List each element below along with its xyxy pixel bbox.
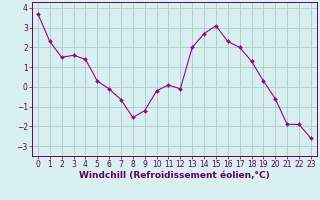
X-axis label: Windchill (Refroidissement éolien,°C): Windchill (Refroidissement éolien,°C)	[79, 171, 270, 180]
